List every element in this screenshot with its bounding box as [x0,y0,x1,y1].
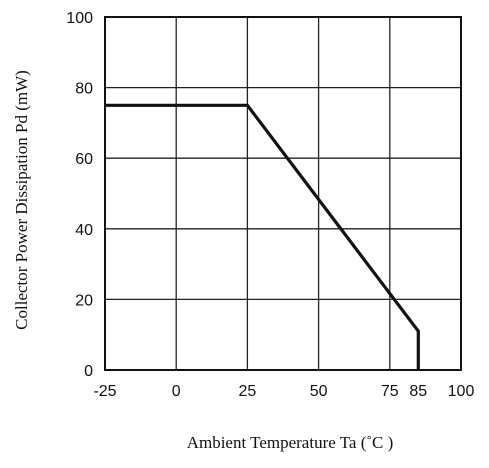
y-tick-label: 20 [75,292,93,309]
x-tick-label: 50 [310,383,328,400]
y-tick-label: 60 [75,151,93,168]
y-tick-label: 0 [84,363,93,380]
x-tick-label: 25 [239,383,257,400]
y-tick-label: 80 [75,81,93,98]
y-axis-label: Collector Power Dissipation Pd (mW) [12,70,31,330]
x-tick-label: 85 [409,383,427,400]
y-tick-labels: 0 20 40 60 80 100 [66,10,93,380]
series-line [105,103,420,370]
x-tick-label: 0 [172,383,181,400]
plot-frame [104,16,462,371]
y-tick-label: 100 [66,10,93,27]
series [105,103,420,370]
x-tick-labels: -25 0 25 50 75 85 100 [93,383,474,400]
x-axis-label: Ambient Temperature Ta (˚C ) [187,433,394,452]
x-tick-label: 100 [448,383,475,400]
x-tick-label: 75 [381,383,399,400]
x-tick-label: -25 [93,383,116,400]
plot-border [104,16,462,371]
y-tick-label: 40 [75,222,93,239]
